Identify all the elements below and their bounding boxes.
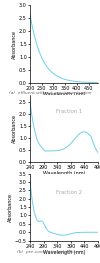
Text: Fraction 1: Fraction 1 [56, 109, 82, 114]
X-axis label: Wavelength (nm): Wavelength (nm) [43, 171, 85, 176]
Y-axis label: Absorbance: Absorbance [8, 193, 13, 222]
Text: Fraction 2: Fraction 2 [56, 190, 82, 195]
Text: (b)  pre-concentrated effluent: (b) pre-concentrated effluent [17, 250, 83, 255]
Text: (a)  effluent without preconcentration: (a) effluent without preconcentration [9, 91, 91, 95]
Y-axis label: Absorbance: Absorbance [12, 29, 17, 59]
X-axis label: Wavelength (nm): Wavelength (nm) [43, 250, 85, 255]
Y-axis label: Absorbance: Absorbance [12, 114, 17, 143]
X-axis label: Wavelength (nm): Wavelength (nm) [43, 92, 85, 97]
